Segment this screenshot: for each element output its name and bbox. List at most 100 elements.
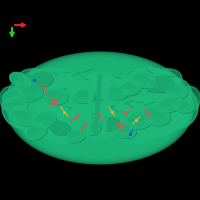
Point	[32, 78, 36, 82]
Ellipse shape	[127, 111, 153, 129]
Ellipse shape	[16, 59, 184, 157]
Ellipse shape	[158, 97, 183, 113]
Ellipse shape	[108, 75, 192, 137]
Ellipse shape	[132, 72, 156, 88]
Ellipse shape	[101, 117, 119, 131]
Ellipse shape	[18, 60, 182, 156]
Ellipse shape	[10, 73, 31, 88]
Ellipse shape	[112, 122, 136, 138]
Ellipse shape	[101, 118, 120, 131]
Ellipse shape	[11, 107, 38, 126]
Point	[110, 110, 114, 114]
Ellipse shape	[68, 132, 80, 137]
Ellipse shape	[128, 112, 153, 129]
Ellipse shape	[73, 89, 95, 103]
Ellipse shape	[133, 73, 156, 89]
Ellipse shape	[8, 75, 92, 137]
Ellipse shape	[26, 124, 46, 140]
Ellipse shape	[114, 125, 130, 131]
Ellipse shape	[26, 125, 47, 140]
Ellipse shape	[4, 97, 28, 111]
Ellipse shape	[18, 69, 54, 91]
Ellipse shape	[28, 73, 53, 88]
Ellipse shape	[9, 53, 191, 163]
Ellipse shape	[20, 85, 36, 92]
Ellipse shape	[46, 92, 62, 97]
Ellipse shape	[160, 77, 192, 103]
Ellipse shape	[145, 111, 163, 117]
Ellipse shape	[17, 81, 43, 99]
Ellipse shape	[165, 82, 187, 98]
Ellipse shape	[52, 124, 64, 129]
Ellipse shape	[4, 92, 16, 97]
Ellipse shape	[174, 100, 194, 112]
Ellipse shape	[116, 109, 164, 143]
Ellipse shape	[13, 56, 187, 160]
Point	[118, 124, 122, 128]
Point	[146, 112, 150, 116]
Ellipse shape	[107, 88, 121, 93]
Ellipse shape	[72, 73, 128, 139]
Ellipse shape	[67, 130, 85, 142]
Point	[42, 86, 46, 90]
Ellipse shape	[51, 122, 71, 135]
Point	[134, 118, 138, 122]
Ellipse shape	[10, 107, 38, 125]
Ellipse shape	[121, 84, 135, 89]
Point	[52, 100, 56, 104]
Point	[128, 132, 132, 136]
Ellipse shape	[147, 76, 173, 92]
Ellipse shape	[68, 130, 85, 143]
Ellipse shape	[158, 96, 182, 112]
Ellipse shape	[134, 75, 150, 81]
Ellipse shape	[7, 52, 193, 164]
Ellipse shape	[2, 88, 38, 128]
Ellipse shape	[167, 85, 181, 92]
Ellipse shape	[27, 72, 53, 88]
Ellipse shape	[146, 69, 182, 91]
Ellipse shape	[120, 81, 142, 96]
Ellipse shape	[118, 68, 182, 104]
Ellipse shape	[13, 111, 31, 118]
Ellipse shape	[74, 90, 96, 103]
Ellipse shape	[18, 68, 82, 104]
Ellipse shape	[75, 92, 89, 97]
Ellipse shape	[142, 107, 170, 125]
Ellipse shape	[130, 116, 146, 121]
Ellipse shape	[36, 109, 84, 143]
Ellipse shape	[18, 82, 43, 99]
Ellipse shape	[6, 100, 22, 105]
Ellipse shape	[82, 124, 94, 129]
Ellipse shape	[5, 97, 28, 112]
Ellipse shape	[3, 90, 22, 104]
Ellipse shape	[11, 55, 189, 161]
Ellipse shape	[0, 86, 24, 114]
Ellipse shape	[34, 116, 50, 121]
Ellipse shape	[143, 107, 170, 126]
Ellipse shape	[150, 80, 166, 85]
Ellipse shape	[105, 85, 128, 100]
Ellipse shape	[33, 113, 57, 128]
Ellipse shape	[165, 83, 188, 98]
Point	[62, 110, 66, 114]
Ellipse shape	[104, 85, 128, 99]
Ellipse shape	[176, 86, 200, 114]
Ellipse shape	[119, 81, 141, 95]
Ellipse shape	[27, 127, 41, 134]
Point	[82, 124, 86, 128]
Ellipse shape	[8, 77, 40, 103]
Point	[124, 112, 128, 116]
Ellipse shape	[50, 121, 70, 135]
Ellipse shape	[174, 100, 195, 113]
Ellipse shape	[175, 102, 189, 106]
Ellipse shape	[20, 62, 180, 154]
Ellipse shape	[162, 88, 198, 128]
Ellipse shape	[80, 121, 100, 135]
Point	[98, 114, 102, 118]
Ellipse shape	[32, 112, 56, 128]
Ellipse shape	[45, 89, 69, 105]
Ellipse shape	[44, 88, 68, 104]
Ellipse shape	[14, 58, 186, 158]
Ellipse shape	[102, 120, 114, 125]
Ellipse shape	[81, 122, 101, 135]
